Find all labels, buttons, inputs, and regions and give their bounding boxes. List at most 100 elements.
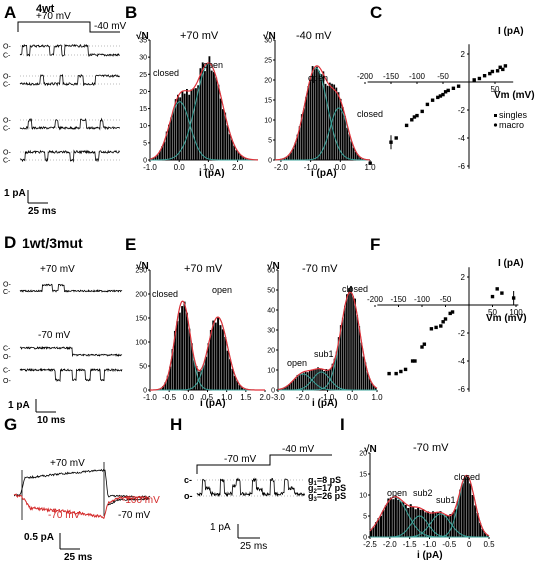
histogram-bar bbox=[354, 151, 357, 160]
histogram-bar bbox=[233, 375, 236, 390]
histogram-bar bbox=[352, 147, 355, 160]
histogram-bar bbox=[325, 369, 328, 390]
h-g2: g2=17 pS bbox=[308, 483, 346, 495]
e-left-ylabel: √N bbox=[136, 261, 149, 272]
channel-trace bbox=[19, 367, 123, 383]
x-tick-label: 0.0 bbox=[174, 163, 186, 172]
histogram-bar bbox=[213, 72, 215, 160]
histogram-bar bbox=[402, 501, 405, 537]
a-level-labels: O-C-O-C-O-C-O-C- bbox=[3, 44, 11, 165]
histogram-bar bbox=[436, 512, 440, 537]
y-tick-label: -2 bbox=[458, 329, 466, 338]
histogram-bar bbox=[221, 329, 224, 390]
panel-label-b: B bbox=[125, 3, 137, 22]
histogram-bar bbox=[195, 88, 197, 160]
level-label-closed: C- bbox=[3, 53, 11, 60]
histogram-bar bbox=[166, 375, 169, 390]
e-right-xlabel: i (pA) bbox=[312, 398, 338, 409]
histogram-bar bbox=[241, 387, 244, 390]
histogram-bar bbox=[374, 522, 378, 537]
x-tick-label: 50 bbox=[488, 308, 497, 317]
histogram-bar bbox=[300, 373, 303, 390]
histogram-bar bbox=[335, 351, 338, 390]
histogram-bar bbox=[303, 108, 305, 160]
histogram-bar bbox=[159, 388, 162, 390]
panel-label-h: H bbox=[170, 415, 182, 434]
histogram-bar bbox=[359, 156, 361, 160]
i-xlabel: i (pA) bbox=[417, 550, 443, 561]
histogram-bar bbox=[313, 67, 316, 160]
x-tick-label: -1.0 bbox=[321, 393, 335, 402]
histogram-bar bbox=[387, 498, 390, 537]
data-point bbox=[511, 296, 516, 300]
histogram-bar bbox=[152, 157, 155, 160]
histogram-bar bbox=[235, 150, 238, 160]
x-tick-label: 0.0 bbox=[335, 163, 347, 172]
histogram-bar bbox=[181, 91, 184, 160]
y-tick-label: 15 bbox=[139, 106, 147, 113]
histogram-bar bbox=[164, 382, 167, 390]
histogram-bar bbox=[296, 134, 299, 160]
histogram-bar bbox=[356, 314, 359, 390]
histogram-bar bbox=[168, 124, 170, 160]
data-point bbox=[495, 287, 499, 291]
total-fit bbox=[149, 62, 258, 161]
d-voltage-1: +70 mV bbox=[40, 264, 75, 275]
histogram-bar bbox=[341, 107, 344, 160]
data-point bbox=[422, 342, 427, 346]
i-sub2-label: sub2 bbox=[413, 488, 433, 498]
histogram-bar bbox=[219, 325, 222, 390]
histogram-bar bbox=[469, 483, 472, 537]
histogram-bar bbox=[486, 535, 489, 537]
i-sub1-label: sub1 bbox=[436, 495, 456, 505]
histogram-bar bbox=[344, 116, 346, 160]
total-fit bbox=[150, 300, 265, 391]
y-tick-label: -6 bbox=[458, 385, 466, 394]
histogram-bar bbox=[214, 322, 217, 390]
histogram-bar bbox=[161, 386, 164, 390]
histogram-bar bbox=[205, 356, 208, 390]
histogram-bar bbox=[298, 126, 301, 160]
histogram-bar bbox=[290, 382, 293, 390]
histogram-bar bbox=[377, 518, 380, 537]
histogram-bar bbox=[190, 343, 193, 390]
histogram-bar bbox=[179, 97, 182, 160]
histogram-bar bbox=[233, 145, 236, 160]
i-closed-label: closed bbox=[454, 472, 480, 482]
histogram-bar bbox=[231, 368, 234, 390]
histogram-bar bbox=[238, 385, 241, 390]
histogram-bar bbox=[305, 96, 307, 160]
data-point bbox=[412, 115, 417, 119]
data-point bbox=[430, 98, 435, 102]
histogram-bar bbox=[296, 374, 299, 390]
channel-trace bbox=[19, 117, 120, 131]
histogram-bar bbox=[302, 372, 305, 390]
e-right-sub1-label: sub1 bbox=[314, 349, 334, 359]
histogram-bar bbox=[215, 77, 218, 160]
a-voltage-protocol bbox=[17, 21, 120, 33]
data-point bbox=[441, 320, 445, 324]
panel-label-c: C bbox=[370, 3, 382, 22]
y-tick-label: 25 bbox=[264, 58, 272, 65]
e-left-title: +70 mV bbox=[184, 263, 223, 275]
histogram-bar bbox=[431, 511, 435, 537]
a-voltage-1: +70 mV bbox=[36, 11, 71, 22]
x-tick-label: -150 bbox=[383, 72, 400, 81]
histogram-bar bbox=[190, 89, 193, 160]
data-point bbox=[394, 136, 398, 140]
c-ylabel: I (pA) bbox=[498, 26, 524, 37]
level-label-closed: C- bbox=[3, 126, 11, 133]
g-traces bbox=[13, 462, 151, 520]
histogram-bar bbox=[414, 509, 417, 537]
histogram-bar bbox=[204, 71, 206, 160]
histogram-bar bbox=[322, 71, 325, 160]
histogram-bar bbox=[319, 368, 321, 390]
y-tick-label: -4 bbox=[458, 134, 466, 143]
h-trace bbox=[196, 477, 305, 498]
histogram-bar bbox=[399, 501, 402, 537]
level-label-open: O- bbox=[3, 150, 11, 157]
histogram-bar bbox=[309, 78, 312, 160]
y-tick-label: 5 bbox=[363, 514, 367, 521]
e-left-closed-label: closed bbox=[152, 289, 178, 299]
